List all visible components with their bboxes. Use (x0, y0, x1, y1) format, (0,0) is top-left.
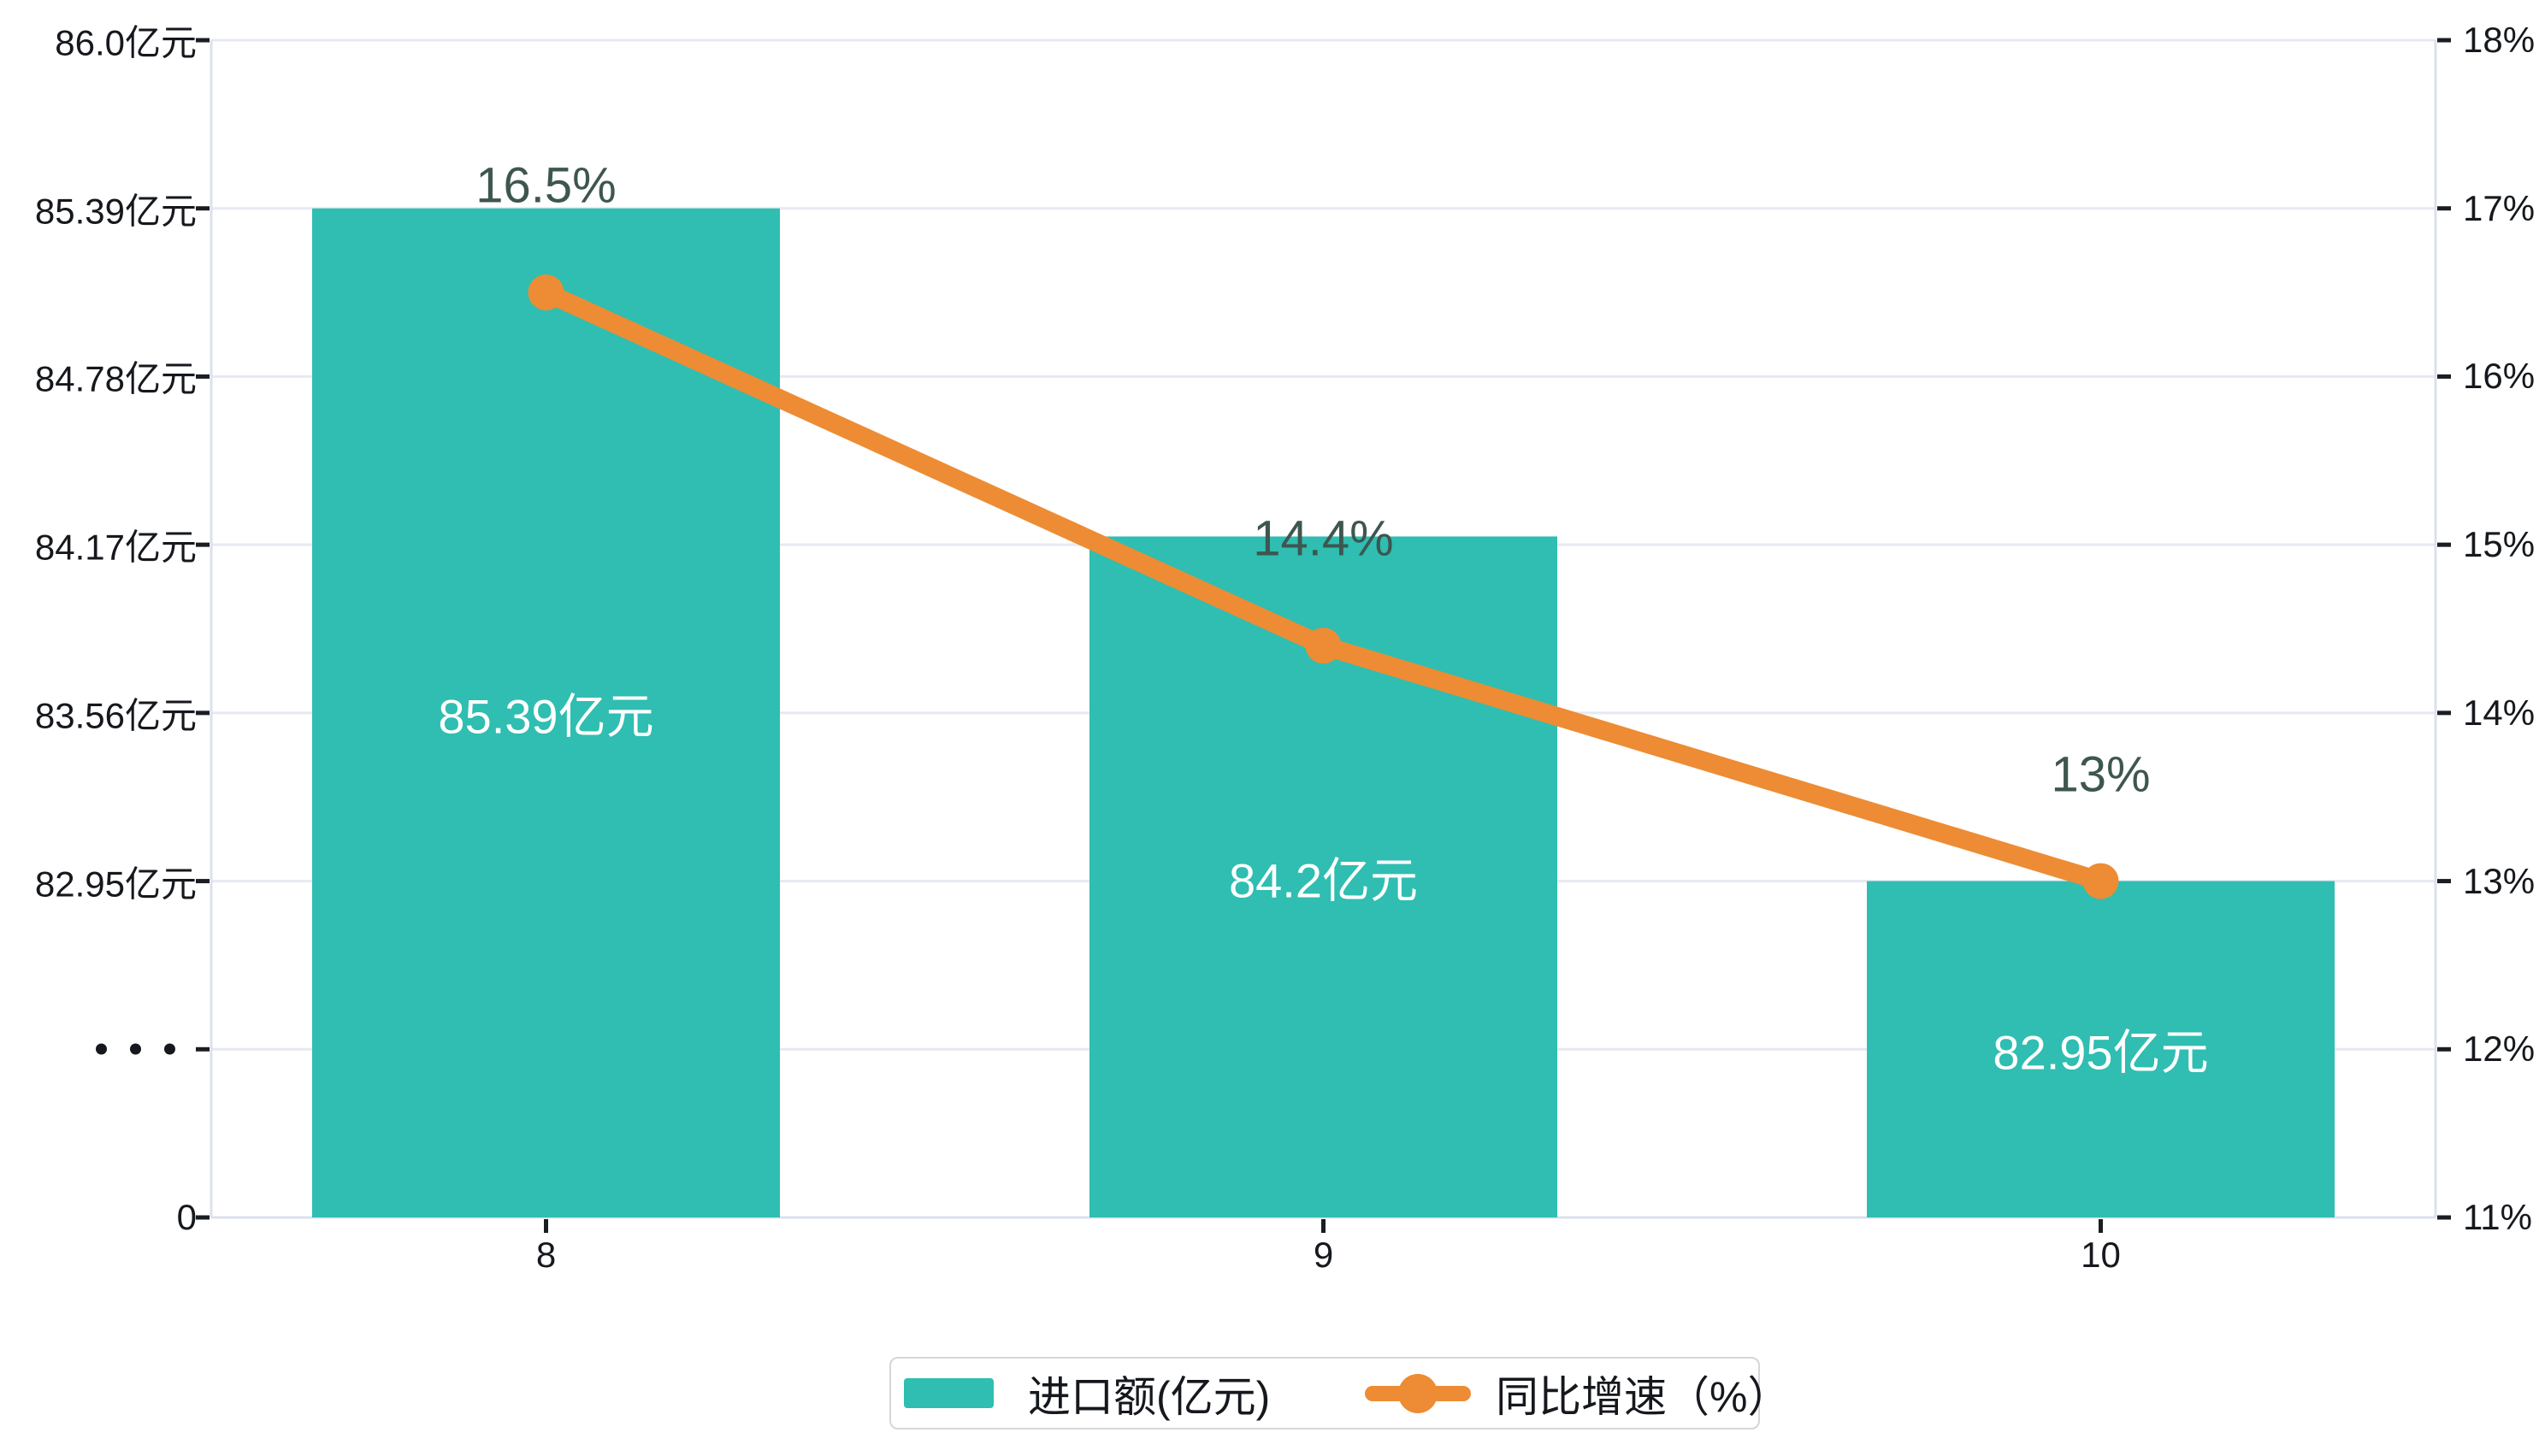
line-point-month-8[interactable] (528, 274, 564, 311)
left-axis-label: 84.17亿元 (34, 527, 197, 568)
line-point-label: 16.5% (475, 157, 617, 214)
legend-label-import-amount: 进口额(亿元) (1028, 1372, 1271, 1421)
right-axis-label: 18% (2463, 20, 2536, 60)
axis-break-dot (96, 1043, 107, 1055)
left-axis-break-dots (96, 1043, 175, 1055)
axis-break-dot (130, 1043, 141, 1055)
left-axis-label: 84.78亿元 (34, 358, 197, 399)
bar-value-label: 82.95亿元 (1993, 1025, 2209, 1080)
right-axis-label: 11% (2463, 1197, 2532, 1237)
bar-month-8[interactable] (312, 208, 780, 1218)
legend-item-yoy-growth[interactable]: 同比增速（%） (1365, 1359, 1790, 1428)
x-axis-label-month-8: 8 (535, 1235, 557, 1275)
bar-swatch-icon (904, 1378, 994, 1408)
bar-value-label: 85.39亿元 (438, 689, 654, 744)
right-axis-label: 15% (2463, 524, 2536, 565)
left-axis-label: 0 (176, 1197, 197, 1237)
line-marker-dot (1398, 1373, 1438, 1413)
left-axis-label: 83.56亿元 (34, 695, 197, 736)
right-axis-label: 13% (2463, 860, 2536, 901)
x-axis-label-month-10: 10 (2081, 1235, 2121, 1275)
right-axis-label: 14% (2463, 692, 2536, 733)
legend-item-import-amount[interactable]: 进口额(亿元) (904, 1359, 1270, 1428)
left-axis-label: 82.95亿元 (34, 864, 197, 905)
bar-month-10[interactable] (1867, 881, 2335, 1217)
axis-break-dot (164, 1043, 175, 1055)
left-axis-label: 86.0亿元 (55, 22, 197, 63)
line-point-month-10[interactable] (2082, 863, 2119, 899)
right-axis-label: 12% (2463, 1029, 2536, 1070)
left-axis-label: 85.39亿元 (34, 191, 197, 232)
line-marker-icon (1365, 1371, 1471, 1416)
bar-value-label: 84.2亿元 (1229, 853, 1418, 908)
line-point-month-9[interactable] (1305, 628, 1342, 664)
line-point-label: 14.4% (1253, 510, 1394, 567)
legend-label-yoy-growth: 同比增速（%） (1496, 1372, 1791, 1421)
x-axis-label-month-9: 9 (1313, 1235, 1334, 1275)
right-axis-label: 16% (2463, 356, 2536, 397)
line-point-label: 13% (2051, 746, 2151, 803)
right-axis-label: 17% (2463, 187, 2536, 228)
legend: 进口额(亿元) 同比增速（%） (889, 1357, 1790, 1429)
